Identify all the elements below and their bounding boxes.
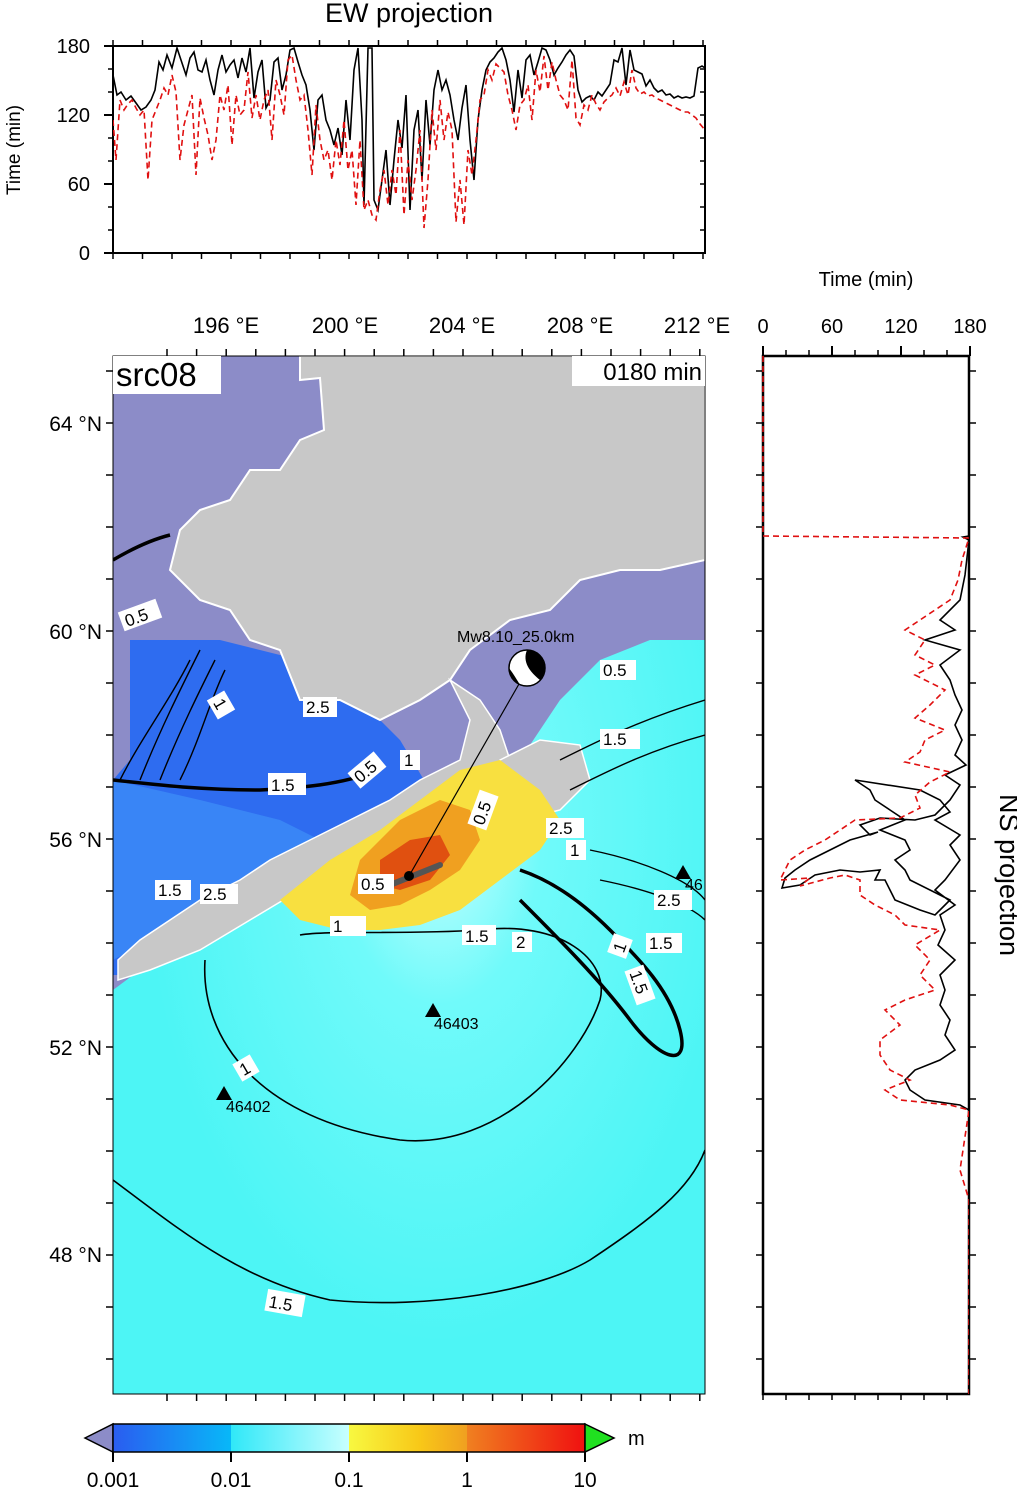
- station-id: 46403: [434, 1016, 479, 1033]
- lon-tick-label: 204 °E: [429, 313, 495, 338]
- contour-label: 1: [570, 841, 579, 860]
- station-marker: 46: [675, 865, 703, 894]
- contour-line: [113, 1149, 705, 1304]
- colorbar-segment: [467, 1424, 585, 1452]
- ns-axis-ticks: [756, 346, 976, 1400]
- lat-tick-label: 64 °N: [49, 413, 102, 436]
- contour-label: 0.5: [361, 875, 385, 894]
- amplitude-lightblue-band: [113, 780, 320, 960]
- lat-tick-label: 60 °N: [49, 621, 102, 644]
- colorbar-segment: [113, 1424, 231, 1452]
- contour-line: [113, 768, 381, 792]
- station-marker: 46403: [425, 1003, 479, 1033]
- colorbar-above-range-triangle: [584, 1422, 616, 1454]
- lat-tick-label: 52 °N: [49, 1037, 102, 1060]
- epicenter-marker: [404, 871, 414, 881]
- ns-plot-frame: [761, 354, 971, 1396]
- ew-dashed-curve: [113, 53, 705, 229]
- colorbar-tick-label: 1: [461, 1469, 473, 1492]
- contour-line: [119, 649, 226, 781]
- source-label-box: [113, 356, 221, 394]
- contour-line: [203, 927, 603, 1142]
- colorbar-segment: [231, 1424, 349, 1452]
- time-label-box: [572, 356, 705, 386]
- amplitude-peak-region: [380, 835, 450, 890]
- lon-tick-label: 200 °E: [312, 313, 378, 338]
- contour-label: 1: [333, 917, 342, 936]
- station-marker: 46402: [216, 1086, 271, 1116]
- contour-line: [518, 868, 684, 1058]
- contour-label: 0.5: [603, 661, 627, 680]
- ew-ytick-labels: 0 60 120 180: [57, 36, 90, 265]
- contour-label: 1.5: [158, 881, 182, 900]
- ew-axis-ticks: [104, 40, 705, 259]
- station-id: 46: [685, 877, 703, 894]
- lon-tick-label: 212 °E: [664, 313, 730, 338]
- lat-tick-labels: 64 °N 60 °N 56 °N 52 °N 48 °N: [49, 413, 102, 1267]
- colorbar-below-range-triangle: [83, 1422, 114, 1454]
- land-alaska: [168, 356, 705, 722]
- contour-line: [113, 533, 171, 562]
- ew-ytick-label: 60: [68, 174, 90, 196]
- ew-ytick-label: 0: [79, 243, 90, 265]
- contour-label: 1: [404, 751, 413, 770]
- event-label: Mw8.10_25.0km: [457, 629, 574, 646]
- colorbar-tick-label: 0.1: [334, 1469, 363, 1492]
- ew-ytick-label: 180: [57, 36, 90, 58]
- station-triangle-icon: [425, 1003, 441, 1017]
- lon-tick-labels: 196 °E 200 °E 204 °E 208 °E 212 °E: [193, 313, 730, 338]
- ns-xtick-label: 120: [884, 316, 917, 338]
- contour-label: 1.5: [271, 776, 295, 795]
- ns-solid-curve: [780, 356, 969, 1394]
- contour-label: 1.5: [465, 927, 489, 946]
- lon-tick-label: 196 °E: [193, 313, 259, 338]
- colorbar-unit: m: [628, 1428, 645, 1450]
- ns-xtick-label: 60: [821, 316, 843, 338]
- beachball-leader-line: [408, 669, 528, 877]
- contour-label: 1.5: [267, 1292, 294, 1315]
- ns-xtick-label: 180: [953, 316, 986, 338]
- contour-labels: 0.5 1 1.5 2.5 0.5 1 1.5 2.5 0.5 1 1.5 2 …: [117, 598, 692, 1318]
- ew-ytick-label: 120: [57, 105, 90, 127]
- contour-label: 2: [516, 933, 525, 952]
- map-frame: [112, 355, 706, 1395]
- station-id: 46402: [226, 1099, 271, 1116]
- ew-plot-frame: [112, 45, 706, 254]
- colorbar-tick-label: 10: [573, 1469, 596, 1492]
- station-triangle-icon: [216, 1086, 232, 1100]
- ew-panel-ylabel: Time (min): [4, 105, 25, 195]
- contour-label: 2.5: [657, 891, 681, 910]
- ns-xtick-label: 0: [757, 316, 768, 338]
- colorbar-tick-label: 0.01: [211, 1469, 252, 1492]
- contour-label: 1.5: [603, 730, 627, 749]
- ew-panel-title: EW projection: [325, 0, 493, 28]
- ns-panel-title: NS projection: [994, 794, 1017, 956]
- contour-label: 2.5: [549, 819, 573, 838]
- amplitude-colorbar: m 0.001 0.01 0.1 1 10: [83, 1422, 645, 1492]
- contour-label: 1.5: [649, 934, 673, 953]
- ew-projection-panel: EW projection Time (min) 0 60 120 180: [4, 0, 706, 265]
- colorbar-ticks: [112, 1452, 586, 1462]
- ns-dashed-curve: [762, 356, 969, 1394]
- rupture-line: [387, 862, 443, 888]
- station-triangle-icon: [675, 865, 691, 879]
- colorbar-segment: [349, 1424, 467, 1452]
- contour-label: 2.5: [306, 698, 330, 717]
- focal-mechanism-beachball: [508, 649, 546, 687]
- ns-projection-panel: Time (min) 0 60 120 180 NS projection: [756, 269, 1017, 1400]
- map-axis-ticks: [106, 349, 701, 1401]
- ns-panel-xlabel: Time (min): [819, 269, 914, 291]
- time-label: 0180 min: [603, 359, 702, 386]
- contour-label: 2.5: [203, 885, 227, 904]
- lat-tick-label: 48 °N: [49, 1244, 102, 1267]
- ns-xtick-labels: 0 60 120 180: [757, 316, 986, 338]
- tsunami-map-panel: 196 °E 200 °E 204 °E 208 °E 212 °E 64 °N…: [49, 313, 730, 1401]
- source-label: src08: [116, 356, 197, 393]
- lon-tick-label: 208 °E: [547, 313, 613, 338]
- colorbar-tick-label: 0.001: [87, 1469, 140, 1492]
- lat-tick-label: 56 °N: [49, 829, 102, 852]
- ew-solid-curve: [113, 46, 705, 214]
